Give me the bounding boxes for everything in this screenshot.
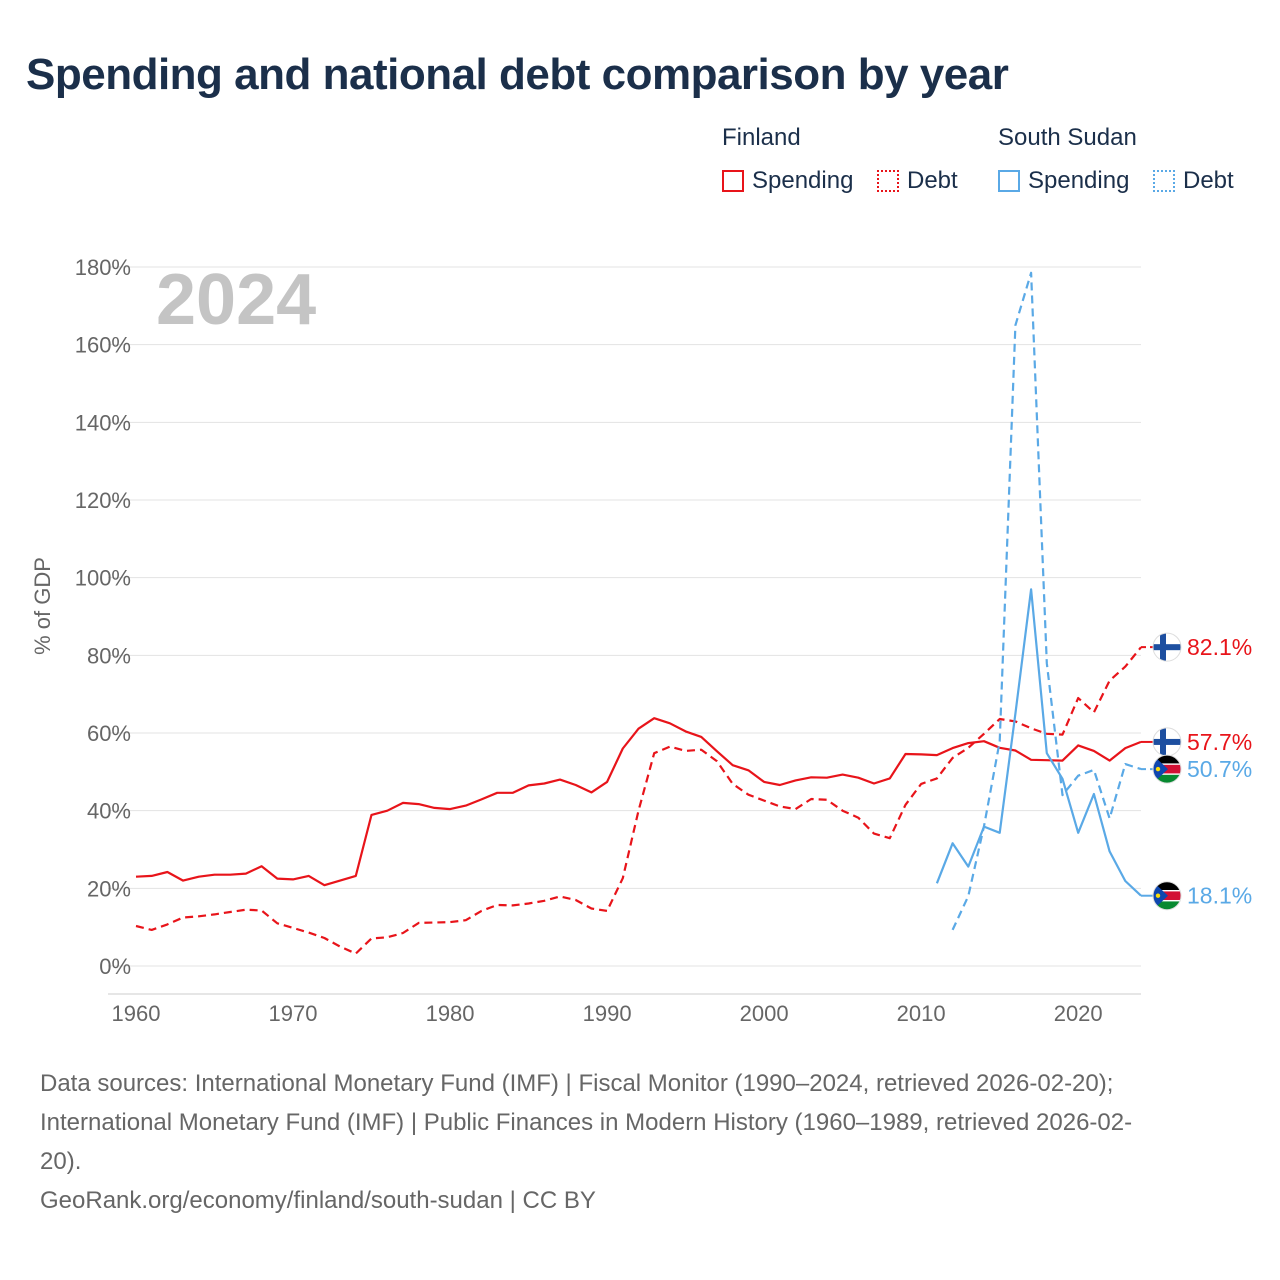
sources-line: International Monetary Fund (IMF) | Publ… xyxy=(40,1109,1133,1136)
legend-finland-debt[interactable]: Debt xyxy=(877,167,958,195)
source-link[interactable]: GeoRank.org/economy/finland/south-sudan … xyxy=(40,1187,596,1214)
end-value-label: 57.7% xyxy=(1187,729,1252,755)
x-tick-label: 1970 xyxy=(269,1001,318,1026)
legend-label: Debt xyxy=(1183,167,1234,194)
y-tick-label: 120% xyxy=(75,488,131,513)
legend-group-south-sudan: South Sudan xyxy=(998,124,1137,151)
series-line-finland-debt xyxy=(135,646,1142,955)
legend-swatch-finland-spending xyxy=(722,170,744,192)
chart-area: 0%20%40%60%80%100%120%140%160%180% 1960 1… xyxy=(30,255,1252,1026)
legend-south-sudan-spending[interactable]: Spending xyxy=(998,167,1129,195)
finland-flag-icon xyxy=(1153,633,1181,662)
end-label-south-sudan-spending: 18.1% xyxy=(1141,881,1252,911)
y-tick-label: 160% xyxy=(75,333,131,358)
y-tick-label: 100% xyxy=(75,566,131,591)
end-value-label: 18.1% xyxy=(1187,883,1252,909)
y-tick-label: 60% xyxy=(87,721,131,746)
legend-swatch-south-sudan-spending xyxy=(998,170,1020,192)
y-tick-label: 40% xyxy=(87,799,131,824)
legend-label: Spending xyxy=(1028,167,1130,194)
legend-swatch-south-sudan-debt xyxy=(1153,170,1175,192)
series-lines xyxy=(135,271,1142,955)
x-tick-label: 2010 xyxy=(897,1001,946,1026)
y-tick-label: 180% xyxy=(75,255,131,280)
series-line-south-sudan-debt xyxy=(951,271,1142,931)
south-sudan-flag-icon xyxy=(1153,881,1181,910)
x-tick-label: 1960 xyxy=(112,1001,161,1026)
y-tick-label: 80% xyxy=(87,643,131,668)
sources-line: Data sources: International Monetary Fun… xyxy=(40,1070,1114,1097)
y-axis-label: % of GDP xyxy=(30,557,55,655)
end-labels: 82.1% 57.7%50.7% 18.1% xyxy=(1141,632,1252,911)
y-tick-label: 0% xyxy=(99,954,131,979)
y-tick-label: 140% xyxy=(75,410,131,435)
legend-label: Debt xyxy=(907,167,958,194)
grid-lines xyxy=(108,266,1141,995)
legend-swatch-finland-debt xyxy=(877,170,899,192)
sources-line: 20). xyxy=(40,1148,82,1175)
sources-footer: Data sources: International Monetary Fun… xyxy=(40,1064,1240,1220)
y-tick-label: 20% xyxy=(87,876,131,901)
legend-label: Spending xyxy=(752,167,854,194)
year-watermark: 2024 xyxy=(156,260,316,340)
chart-title: Spending and national debt comparison by… xyxy=(26,50,1009,99)
legend-finland-spending[interactable]: Spending xyxy=(722,167,853,195)
finland-flag-icon xyxy=(1153,727,1181,756)
end-value-label: 50.7% xyxy=(1187,756,1252,782)
end-label-finland-spending: 57.7% xyxy=(1141,727,1252,757)
y-axis-ticks: 0% 20% 40% 60% 80% 100% 120% 140% 160% 180% xyxy=(75,255,131,979)
x-tick-label: 2020 xyxy=(1054,1001,1103,1026)
end-value-label: 82.1% xyxy=(1187,634,1252,660)
x-tick-label: 2000 xyxy=(740,1001,789,1026)
series-line-south-sudan-spending xyxy=(935,588,1142,897)
x-tick-label: 1990 xyxy=(583,1001,632,1026)
legend-group-finland: Finland xyxy=(722,124,801,151)
legend-south-sudan-debt[interactable]: Debt xyxy=(1153,167,1234,195)
x-tick-label: 1980 xyxy=(426,1001,475,1026)
x-axis-ticks: 1960 1970 1980 1990 2000 2010 2020 xyxy=(112,1001,1103,1026)
end-label-finland-debt: 82.1% xyxy=(1141,632,1252,662)
south-sudan-flag-icon xyxy=(1153,755,1181,784)
end-label-south-sudan-debt: 50.7% xyxy=(1141,754,1252,784)
series-line-finland-spending xyxy=(135,717,1142,887)
